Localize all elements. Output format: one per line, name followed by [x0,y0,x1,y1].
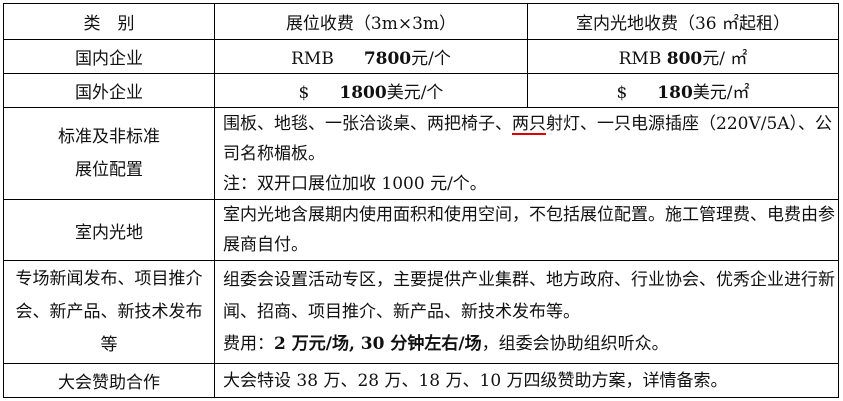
label-line: 标准及非标准 [58,126,160,147]
row-label: 国外企业 [3,73,215,108]
amount: 180 [657,83,693,103]
header-row: 类 别 展位收费（3m×3m） 室内光地收费（36 ㎡起租） [3,3,839,40]
indoor-space-description: 室内光地含展期内使用面积和使用空间，不包括展位配置。施工管理费、电费由参展商自付… [214,199,839,261]
config-description: 围板、地毯、一张洽谈桌、两把椅子、两只射灯、一只电源插座（220V/5A）、公司… [214,107,839,200]
header-booth-fee: 展位收费（3m×3m） [214,3,528,40]
fee-label: 费用： [223,334,274,354]
domestic-space-price: RMB 800元/ ㎡ [527,39,839,74]
sponsorship-description: 大会特设 38 万、28 万、18 万、10 万四级赞助方案，详情备索。 [214,363,839,398]
unit: 元/个 [411,49,451,69]
table-row: 专场新闻发布、项目推介会、新产品、新技术发布等 组委会设置活动专区，主要提供产业… [3,260,839,364]
table-row: 室内光地 室内光地含展期内使用面积和使用空间，不包括展位配置。施工管理费、电费由… [3,199,839,261]
table-row: 国内企业 RMB 7800元/个 RMB 800元/ ㎡ [3,39,839,74]
unit: 美元/㎡ [692,83,750,103]
amount: 800 [666,49,703,69]
currency: $ [298,83,310,103]
row-label: 大会赞助合作 [3,363,215,398]
events-description: 组委会设置活动专区，主要提供产业集群、地方政府、行业协会、优秀企业进行新闻、招商… [214,260,839,364]
amount: 7800 [363,49,412,69]
table-row: 国外企业 $1800美元/个 $180美元/㎡ [3,73,839,108]
domestic-booth-price: RMB 7800元/个 [214,39,528,74]
currency: RMB [618,49,662,69]
pricing-table: 类 别 展位收费（3m×3m） 室内光地收费（36 ㎡起租） 国内企业 RMB 7… [3,3,839,398]
text: ，组委会协助组织听众。 [481,334,669,354]
text: 射灯、一只电源插座（220V/5A）、公司名称楣板。 [223,113,833,164]
table-row: 大会赞助合作 大会特设 38 万、28 万、18 万、10 万四级赞助方案，详情… [3,363,839,398]
table-row: 标准及非标准 展位配置 围板、地毯、一张洽谈桌、两把椅子、两只射灯、一只电源插座（… [3,107,839,200]
underlined-text: 两只 [512,113,546,134]
currency: RMB [291,49,334,69]
amount: 1800 [339,83,387,103]
header-space-fee: 室内光地收费（36 ㎡起租） [527,3,839,40]
row-label: 专场新闻发布、项目推介会、新产品、新技术发布等 [3,260,215,364]
row-label: 国内企业 [3,39,215,74]
note: 注：双开口展位加收 1000 元/个。 [223,173,487,194]
text: 组委会设置活动专区，主要提供产业集群、地方政府、行业协会、优秀企业进行新闻、招商… [223,270,835,322]
text: 围板、地毯、一张洽谈桌、两把椅子、 [223,113,512,134]
fee-value: 2 万元/场, 30 分钟左右/场 [274,334,482,354]
unit: 元/ ㎡ [702,49,748,69]
currency: $ [616,83,628,103]
row-label: 标准及非标准 展位配置 [3,107,215,200]
header-category: 类 别 [3,3,215,40]
unit: 美元/个 [386,83,444,103]
foreign-space-price: $180美元/㎡ [527,73,839,108]
foreign-booth-price: $1800美元/个 [214,73,528,108]
row-label: 室内光地 [3,199,215,261]
label-line: 展位配置 [75,159,143,180]
